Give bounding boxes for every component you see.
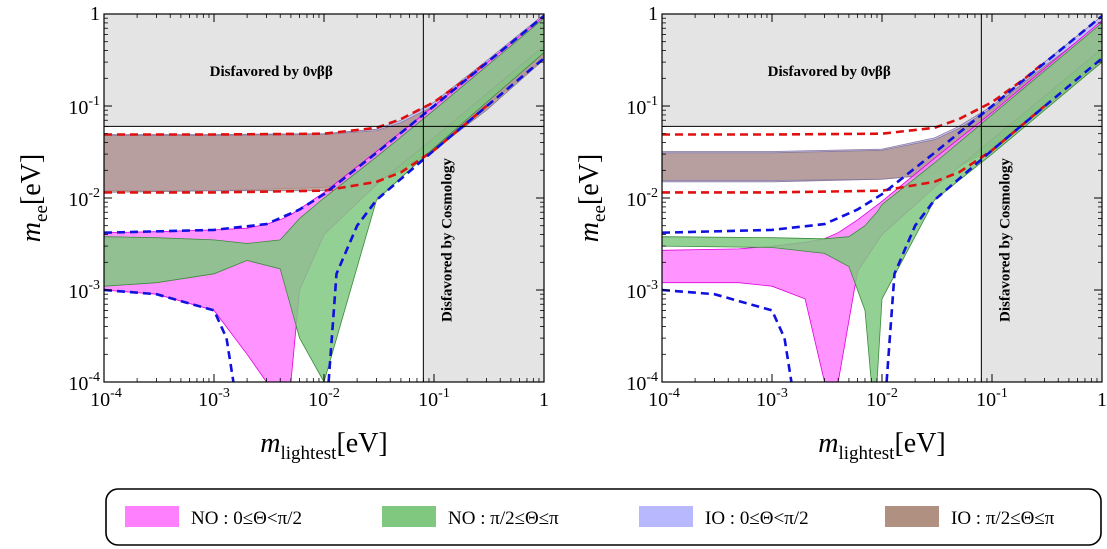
dashed-curve-3 (104, 288, 235, 382)
x-tick-label: 1 (539, 389, 549, 411)
y-tick-label: 10-3 (626, 278, 658, 303)
legend-swatch (125, 506, 179, 527)
dashed-curve-4 (327, 57, 544, 382)
x-tick-label: 10-1 (418, 386, 450, 411)
dashed-curve-3 (662, 288, 793, 382)
legend-swatch (382, 506, 436, 527)
x-tick-label: 10-3 (756, 386, 788, 411)
dashed-curve-2 (662, 14, 1102, 234)
exclusion-cosmology-region (981, 126, 1102, 382)
band-series-1 (662, 22, 1102, 382)
annotation-cosmology: Disfavored by Cosmology (997, 158, 1013, 322)
dashed-curve-4 (885, 57, 1102, 382)
legend-label: NO : π/2≤Θ≤π (448, 508, 559, 529)
panel-right: Disfavored by 0νββ Disfavored by Cosmolog… (574, 3, 1107, 464)
y-axis-label: mee[eV] (16, 154, 52, 242)
y-tick-label: 10-2 (68, 186, 100, 211)
legend-box (105, 488, 1102, 546)
legend: NO : 0≤Θ<π/2 NO : π/2≤Θ≤π IO : 0≤Θ<π/2 IO :… (105, 488, 1102, 546)
x-tick-label: 10-4 (90, 386, 122, 411)
annotation-0vbb: Disfavored by 0νββ (210, 64, 333, 80)
legend-label: IO : π/2≤Θ≤π (951, 508, 1055, 529)
annotation-cosmology: Disfavored by Cosmology (439, 158, 455, 322)
x-tick-label: 1 (1097, 389, 1107, 411)
x-axis-label: mlightest[eV] (260, 428, 387, 464)
x-tick-label: 10-4 (648, 386, 680, 411)
y-tick-label: 1 (90, 3, 100, 25)
y-tick-label: 10-1 (626, 94, 658, 119)
x-axis-label: mlightest[eV] (818, 428, 945, 464)
y-axis-label: mee[eV] (574, 154, 610, 242)
exclusion-cosmology-region (423, 126, 544, 382)
y-tick-label: 1 (648, 3, 658, 25)
annotation-0vbb: Disfavored by 0νββ (768, 64, 891, 80)
y-tick-label: 10-4 (626, 370, 658, 395)
x-tick-label: 10-2 (308, 386, 340, 411)
x-tick-label: 10-1 (976, 386, 1008, 411)
legend-label: NO : 0≤Θ<π/2 (191, 508, 302, 529)
legend-swatch (885, 506, 939, 527)
x-tick-label: 10-2 (866, 386, 898, 411)
y-tick-label: 10-3 (68, 278, 100, 303)
legend-swatch (639, 506, 693, 527)
panel-left: Disfavored by 0νββ Disfavored by Cosmolog… (16, 3, 549, 464)
plot-area (662, 14, 1102, 382)
plot-area (104, 14, 544, 382)
y-tick-label: 10-2 (626, 186, 658, 211)
x-tick-label: 10-3 (198, 386, 230, 411)
band-series-1 (104, 17, 544, 382)
dashed-curve-1 (662, 105, 1046, 194)
y-tick-label: 10-4 (68, 370, 100, 395)
y-tick-label: 10-1 (68, 94, 100, 119)
dashed-curve-1 (104, 105, 488, 194)
legend-label: IO : 0≤Θ<π/2 (705, 508, 809, 529)
dashed-curve-2 (104, 14, 544, 234)
